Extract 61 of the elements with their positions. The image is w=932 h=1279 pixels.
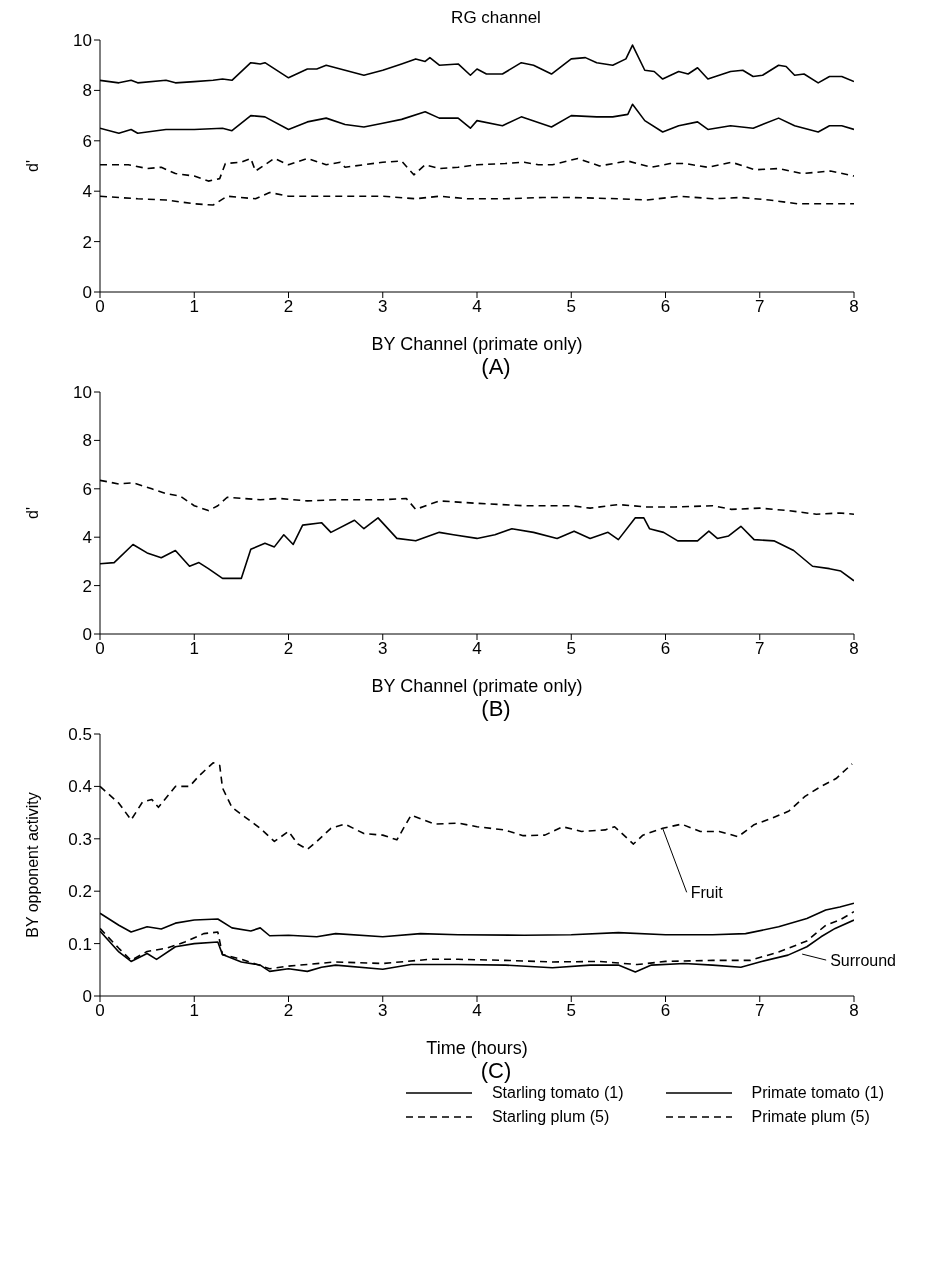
legend-label: Primate plum (5): [751, 1108, 870, 1126]
x-tick-label: 7: [755, 297, 765, 317]
y-tick-label: 0.1: [68, 934, 92, 954]
x-tick-label: 6: [660, 1001, 671, 1021]
y-axis-title: d': [23, 507, 41, 519]
text: (B): [480, 696, 512, 722]
y-tick-label: 0: [82, 283, 92, 303]
y-tick-label: 8: [82, 81, 92, 101]
y-tick-label: 4: [82, 528, 92, 548]
y-tick-label: 0.4: [68, 777, 92, 797]
annotation: Fruit: [690, 884, 724, 902]
x-tick-label: 0: [95, 297, 105, 317]
x-tick-label: 0: [95, 1001, 105, 1021]
x-tick-label: 3: [378, 297, 388, 317]
x-tick-label: 5: [566, 1001, 576, 1021]
y-tick-label: 2: [82, 576, 92, 596]
x-tick-label: 3: [378, 639, 388, 659]
x-tick-label: 4: [472, 297, 482, 317]
x-tick-label: 6: [660, 639, 671, 659]
x-tick-label: 6: [660, 297, 671, 317]
x-tick-label: 1: [189, 639, 199, 659]
x-tick-label: 7: [755, 1001, 765, 1021]
y-tick-label: 0: [82, 625, 92, 645]
x-tick-label: 2: [283, 639, 294, 659]
x-tick-label: 0: [95, 639, 105, 659]
y-tick-label: 4: [82, 182, 92, 202]
x-axis-title: BY Channel (primate only): [371, 676, 583, 696]
x-tick-label: 4: [472, 639, 482, 659]
y-tick-label: 10: [73, 383, 92, 403]
x-axis-title: BY Channel (primate only): [371, 334, 583, 354]
x-tick-label: 3: [378, 1001, 388, 1021]
y-tick-label: 2: [82, 232, 92, 252]
y-tick-label: 6: [82, 479, 92, 499]
x-tick-label: 8: [849, 297, 859, 317]
annotation: Surround: [830, 952, 896, 970]
x-tick-label: 1: [189, 1001, 199, 1021]
x-tick-label: 1: [189, 297, 199, 317]
legend-label: Primate tomato (1): [751, 1084, 884, 1102]
x-tick-label: 8: [849, 1001, 859, 1021]
y-tick-label: 8: [82, 431, 92, 451]
y-tick-label: 10: [73, 31, 92, 51]
x-axis-title: Time (hours): [426, 1038, 528, 1058]
y-tick-label: 6: [82, 131, 92, 151]
y-tick-label: 0.2: [68, 882, 92, 902]
x-tick-label: 2: [283, 1001, 294, 1021]
x-tick-label: 8: [849, 639, 859, 659]
y-axis-title: BY opponent activity: [23, 792, 41, 938]
y-axis-title: d': [23, 160, 41, 172]
legend-label: Starling plum (5): [491, 1108, 610, 1126]
x-tick-label: 2: [283, 297, 294, 317]
x-tick-label: 4: [472, 1001, 482, 1021]
y-tick-label: 0.5: [68, 725, 92, 745]
x-tick-label: 5: [566, 639, 576, 659]
x-tick-label: 7: [755, 639, 765, 659]
text: (A): [480, 354, 512, 380]
chart-title: RG channel: [450, 8, 542, 28]
y-tick-label: 0: [82, 987, 92, 1007]
text: (C): [479, 1058, 513, 1084]
y-tick-label: 0.3: [68, 829, 92, 849]
legend-label: Starling tomato (1): [491, 1084, 624, 1102]
x-tick-label: 5: [566, 297, 576, 317]
